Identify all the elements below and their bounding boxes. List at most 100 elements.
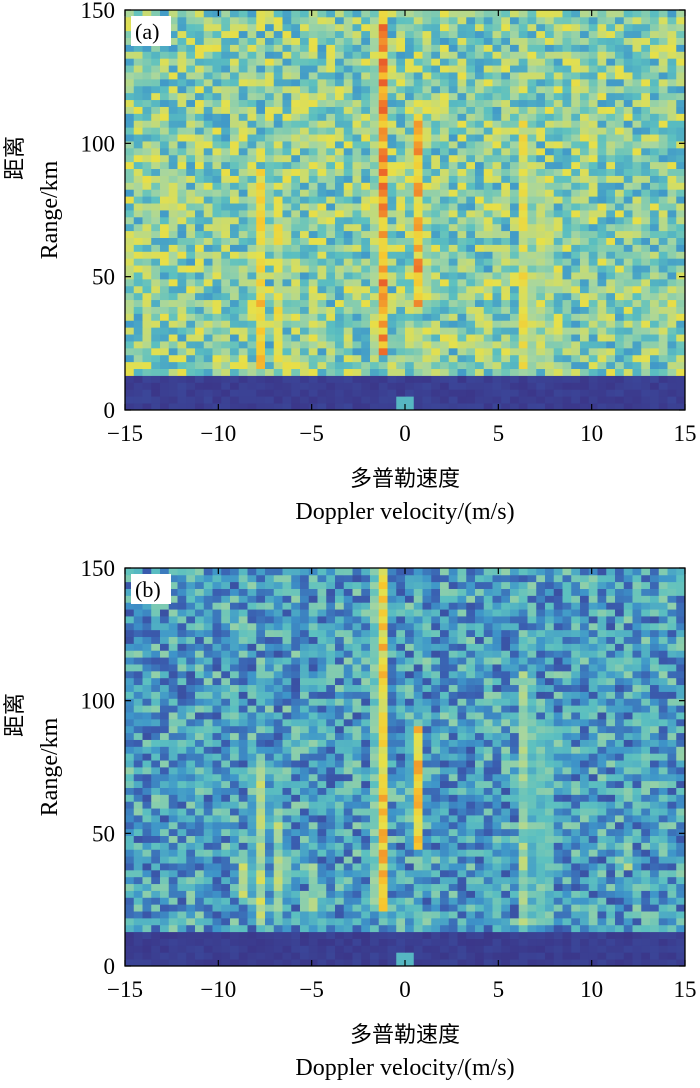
heatmap-cell [440, 161, 450, 170]
heatmap-cell [230, 959, 240, 967]
heatmap-cell [492, 10, 502, 18]
heatmap-cell [536, 106, 546, 114]
heatmap-cell [448, 299, 458, 307]
heatmap-cell [142, 78, 152, 87]
heatmap-cell [413, 230, 423, 238]
heatmap-cell [641, 265, 651, 273]
heatmap-cell [457, 113, 467, 121]
heatmap-cell [168, 237, 178, 245]
heatmap-cell [527, 265, 537, 273]
heatmap-cell [221, 99, 231, 107]
heatmap-cell [632, 382, 642, 390]
heatmap-cell [650, 299, 660, 307]
heatmap-cell [378, 320, 388, 328]
heatmap-cell [300, 258, 310, 266]
heatmap-cell [343, 320, 353, 328]
heatmap-cell [265, 161, 275, 170]
heatmap-cell [431, 959, 441, 967]
heatmap-cell [195, 382, 205, 390]
heatmap-cell [632, 154, 642, 163]
heatmap-cell [151, 85, 161, 94]
heatmap-cell [387, 196, 397, 204]
heatmap-cell [492, 897, 502, 905]
heatmap-cell [326, 106, 336, 114]
heatmap-cell [133, 389, 143, 397]
heatmap-cell [527, 863, 537, 871]
heatmap-cell [326, 210, 336, 218]
heatmap-cell [650, 890, 660, 898]
heatmap-cell [510, 72, 520, 80]
heatmap-cell [606, 354, 616, 363]
heatmap-cell [536, 78, 546, 87]
heatmap-cell [203, 313, 213, 321]
heatmap-cell [160, 849, 170, 857]
heatmap-cell [343, 161, 353, 170]
heatmap-cell [265, 72, 275, 80]
heatmap-cell [518, 189, 528, 197]
heatmap-cell [282, 347, 292, 356]
heatmap-cell [361, 863, 371, 871]
heatmap-cell [247, 23, 257, 32]
heatmap-cell [580, 216, 590, 225]
heatmap-cell [632, 863, 642, 871]
heatmap-cell [361, 16, 371, 25]
heatmap-cell [475, 196, 485, 204]
heatmap-cell [378, 876, 388, 885]
heatmap-cell [405, 876, 415, 885]
heatmap-cell [168, 313, 178, 321]
heatmap-cell [221, 299, 231, 307]
heatmap-cell [238, 189, 248, 197]
heatmap-cell [650, 952, 660, 960]
heatmap-cell [641, 120, 651, 128]
heatmap-cell [632, 396, 642, 404]
heatmap-cell [676, 237, 686, 245]
heatmap-cell [352, 99, 362, 107]
heatmap-cell [597, 938, 607, 946]
heatmap-cell [466, 313, 476, 321]
heatmap-cell [641, 106, 651, 114]
heatmap-cell [527, 959, 537, 967]
heatmap-cell [343, 44, 353, 52]
heatmap-cell [300, 856, 310, 864]
heatmap-cell [133, 876, 143, 885]
heatmap-cell [466, 849, 476, 857]
heatmap-cell [422, 368, 432, 376]
heatmap-cell [606, 51, 616, 59]
heatmap-cell [440, 58, 450, 66]
heatmap-cell [300, 168, 310, 176]
heatmap-cell [527, 876, 537, 885]
heatmap-cell [606, 931, 616, 939]
heatmap-cell [168, 244, 178, 252]
heatmap-cell [370, 78, 380, 87]
heatmap-cell [623, 272, 633, 280]
heatmap-cell [195, 175, 205, 183]
heatmap-cell [641, 189, 651, 197]
heatmap-cell [151, 341, 161, 349]
heatmap-cell [221, 347, 231, 356]
heatmap-cell [431, 924, 441, 933]
heatmap-cell [343, 72, 353, 80]
heatmap-cell [273, 16, 283, 25]
heatmap-cell [256, 78, 266, 87]
heatmap-cell [300, 58, 310, 66]
heatmap-cell [405, 78, 415, 87]
heatmap-cell [553, 51, 563, 59]
heatmap-cell [650, 856, 660, 864]
heatmap-cell [667, 368, 677, 376]
heatmap-cell [168, 154, 178, 163]
heatmap-cell [667, 175, 677, 183]
heatmap-cell [256, 30, 266, 38]
heatmap-cell [133, 361, 143, 370]
heatmap-cell [142, 869, 152, 878]
heatmap-cell [343, 911, 353, 919]
heatmap-cell [352, 959, 362, 967]
heatmap-cell [466, 382, 476, 390]
heatmap-cell [125, 389, 135, 397]
heatmap-cell [606, 16, 616, 25]
heatmap-cell [352, 313, 362, 321]
heatmap-cell [221, 58, 231, 66]
heatmap-cell [160, 182, 170, 190]
heatmap-cell [195, 327, 205, 335]
heatmap-cell [501, 106, 511, 114]
heatmap-cell [536, 952, 546, 960]
